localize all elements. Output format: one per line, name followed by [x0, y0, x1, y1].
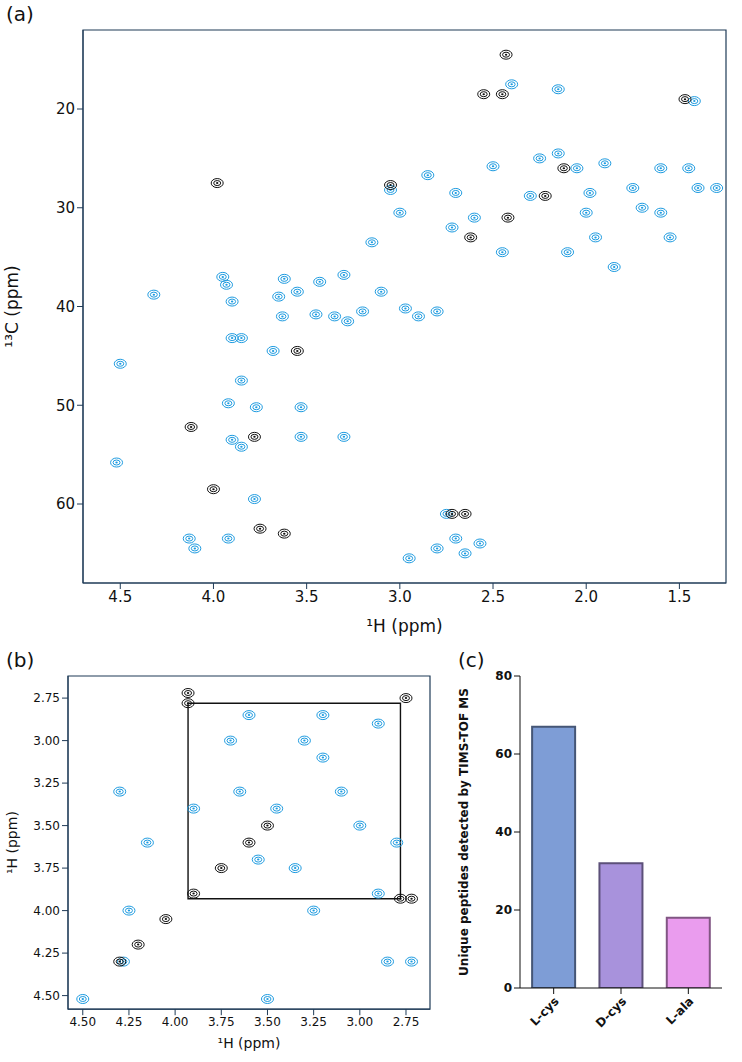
svg-text:3.50: 3.50	[254, 1015, 281, 1029]
svg-text:3.75: 3.75	[33, 861, 60, 875]
svg-text:60: 60	[495, 747, 512, 761]
html-text:(c): (c)	[458, 648, 485, 672]
svg-text:4.50: 4.50	[69, 1015, 96, 1029]
svg-text:4.0: 4.0	[202, 588, 226, 606]
svg-text:3.00: 3.00	[346, 1015, 373, 1029]
svg-text:3.0: 3.0	[388, 588, 412, 606]
svg-text:40: 40	[495, 825, 512, 839]
svg-text:¹³C (ppm): ¹³C (ppm)	[2, 265, 22, 347]
svg-text:3.5: 3.5	[295, 588, 319, 606]
svg-text:40: 40	[56, 298, 75, 316]
svg-text:3.75: 3.75	[208, 1015, 235, 1029]
svg-text:20: 20	[495, 903, 512, 917]
svg-text:50: 50	[56, 397, 75, 415]
svg-text:4.25: 4.25	[116, 1015, 143, 1029]
svg-text:4.5: 4.5	[108, 588, 132, 606]
svg-text:3.25: 3.25	[33, 776, 60, 790]
svg-text:D-cys: D-cys	[593, 994, 629, 1030]
svg-text:3.50: 3.50	[33, 819, 60, 833]
svg-text:L-ala: L-ala	[663, 994, 696, 1027]
svg-text:¹H (ppm): ¹H (ppm)	[366, 616, 442, 636]
svg-text:30: 30	[56, 199, 75, 217]
svg-text:2.5: 2.5	[481, 588, 505, 606]
svg-text:60: 60	[56, 495, 75, 513]
svg-text:20: 20	[56, 100, 75, 118]
svg-text:4.00: 4.00	[33, 904, 60, 918]
html-text:(a): (a)	[6, 2, 34, 26]
svg-text:2.75: 2.75	[33, 691, 60, 705]
svg-text:2.75: 2.75	[393, 1015, 420, 1029]
svg-text:0: 0	[504, 981, 512, 995]
html-text:(b): (b)	[6, 648, 35, 672]
svg-text:4.25: 4.25	[33, 946, 60, 960]
svg-text:L-cys: L-cys	[527, 994, 561, 1028]
svg-text:¹H (ppm): ¹H (ppm)	[218, 1035, 281, 1051]
svg-text:4.50: 4.50	[33, 989, 60, 1003]
svg-text:1.5: 1.5	[667, 588, 691, 606]
svg-text:Unique peptides detected by TI: Unique peptides detected by TIMS-TOF MS	[457, 688, 471, 976]
svg-text:¹H (ppm): ¹H (ppm)	[4, 811, 20, 874]
svg-text:3.25: 3.25	[300, 1015, 327, 1029]
svg-text:4.00: 4.00	[162, 1015, 189, 1029]
svg-text:80: 80	[495, 669, 512, 683]
svg-text:3.00: 3.00	[33, 734, 60, 748]
svg-text:2.0: 2.0	[574, 588, 598, 606]
